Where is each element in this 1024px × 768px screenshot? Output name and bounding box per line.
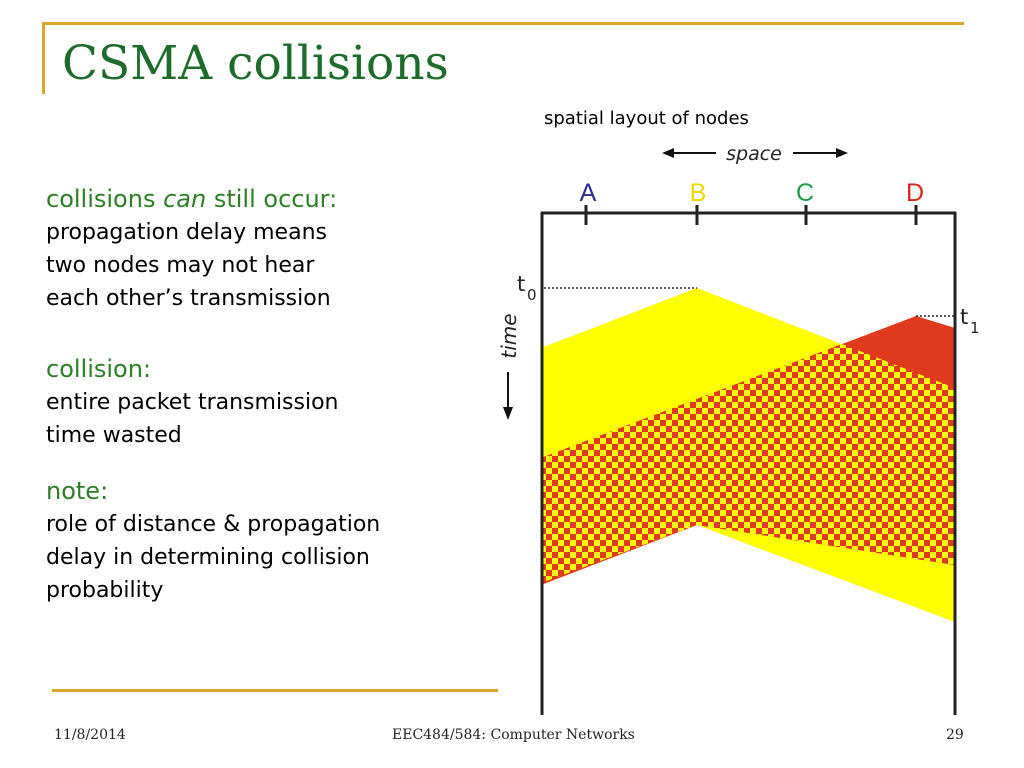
bottom-rule <box>52 689 498 692</box>
point-heading-note: note: <box>46 477 109 505</box>
t0-subscript: 0 <box>527 286 537 304</box>
point-collision: collision: entire packet transmission ti… <box>46 352 339 452</box>
point-line: propagation delay means <box>46 220 327 245</box>
footer-page-number: 29 <box>946 727 964 743</box>
point-line: role of distance & propagation <box>46 512 381 537</box>
space-arrow-right-head <box>836 148 848 158</box>
slide-title: CSMA collisions <box>62 36 449 91</box>
time-label: time <box>497 313 521 358</box>
node-label-c: C <box>796 179 814 207</box>
node-label-b: B <box>690 179 707 207</box>
collision-overlap-region <box>541 316 955 585</box>
top-rule <box>42 22 964 25</box>
space-time-diagram: A B C D spatial layout of nodes space ti… <box>497 108 980 715</box>
time-arrow-head <box>503 407 513 420</box>
space-label: space <box>726 143 782 165</box>
t1-label: t <box>960 305 968 329</box>
t1-subscript: 1 <box>970 319 980 337</box>
left-rule <box>42 22 45 94</box>
point-heading-collision: collision: <box>46 355 152 383</box>
point-line: delay in determining collision <box>46 545 370 570</box>
point-line: each other’s transmission <box>46 286 331 311</box>
point-note: note: role of distance & propagation del… <box>46 474 380 607</box>
t0-label: t <box>517 272 525 296</box>
footer-course: EEC484/584: Computer Networks <box>392 727 635 743</box>
space-arrow-left-head <box>662 148 674 158</box>
node-label-d: D <box>906 179 924 207</box>
footer-date: 11/8/2014 <box>54 727 126 743</box>
point-heading-collisions: collisions can still occur: <box>46 185 338 213</box>
diagram-caption: spatial layout of nodes <box>544 108 749 129</box>
point-line: entire packet transmission <box>46 390 339 415</box>
node-label-a: A <box>580 179 597 207</box>
point-collisions-can-occur: collisions can still occur: propagation … <box>46 182 337 315</box>
point-line: probability <box>46 578 164 603</box>
point-line: two nodes may not hear <box>46 253 315 278</box>
point-line: time wasted <box>46 423 182 448</box>
